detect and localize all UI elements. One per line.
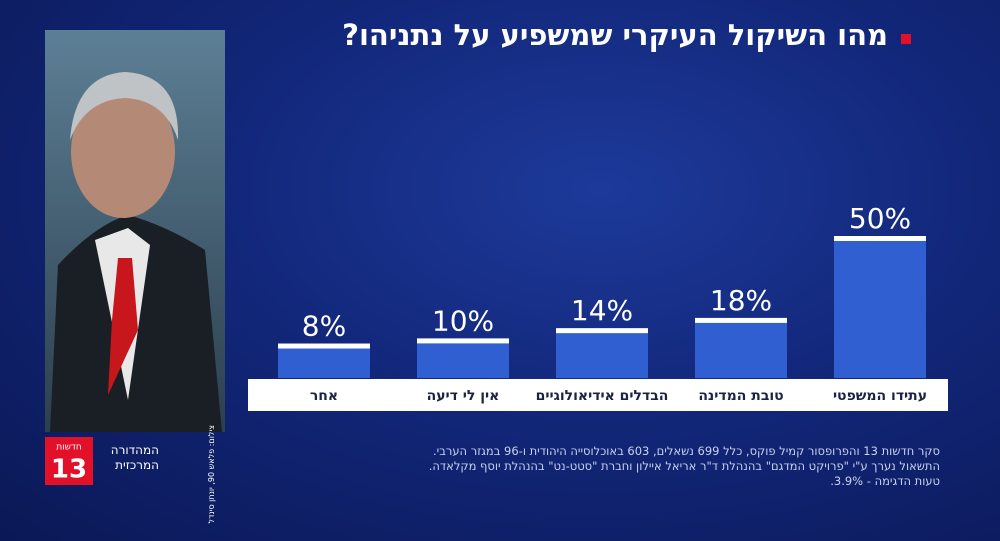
category-label: הבדלים אידיאולוגיים — [536, 388, 669, 404]
logo-number: 13 — [51, 455, 87, 485]
value-label: 18% — [710, 284, 772, 317]
photo-tie — [108, 258, 138, 395]
value-label: 14% — [571, 294, 633, 327]
value-label: 8% — [302, 310, 346, 343]
bar-cap — [278, 343, 370, 349]
photo-head — [71, 86, 175, 218]
photo-hair — [70, 72, 179, 140]
bar-cap — [417, 338, 509, 344]
bar — [695, 317, 787, 378]
value-label: 10% — [432, 304, 494, 337]
footnote-line: סקר חדשות 13 והפרופסור קמיל פוקס, כלל 69… — [432, 444, 940, 458]
logo-box — [45, 437, 93, 485]
value-label: 50% — [849, 202, 911, 235]
program-name: המהדורה המרכזית — [103, 443, 159, 473]
footnote: סקר חדשות 13 והפרופסור קמיל פוקס, כלל 69… — [429, 444, 940, 489]
bar — [417, 338, 509, 378]
program-line: המרכזית — [115, 458, 159, 472]
category-label: אחר — [310, 388, 338, 404]
photo-credit: צילום: פלאש 90, יונתן סינדל — [207, 425, 216, 524]
category-label: עתידו המשפטי — [833, 388, 927, 404]
bar-cap — [834, 236, 926, 241]
bar-cap — [695, 317, 787, 323]
chart-title: מהו השיקול העיקרי שמשפיע על נתניהו? — [342, 18, 888, 52]
category-strip — [248, 379, 948, 411]
footnote-line: טעות הדגימה - 3.9%. — [830, 474, 940, 488]
title-marker — [901, 34, 911, 44]
bar — [278, 343, 370, 378]
bar-cap — [556, 328, 648, 334]
footnote-line: התשאול נערך ע"י "פרויקט המדגם" בהנהלת ד"… — [428, 459, 940, 473]
bar — [834, 236, 926, 378]
program-line: המהדורה — [110, 443, 159, 457]
logo-top: חדשות — [56, 443, 82, 453]
category-label: אין לי דיעה — [427, 388, 500, 404]
bar — [556, 328, 648, 378]
category-label: טובת המדינה — [698, 388, 783, 404]
